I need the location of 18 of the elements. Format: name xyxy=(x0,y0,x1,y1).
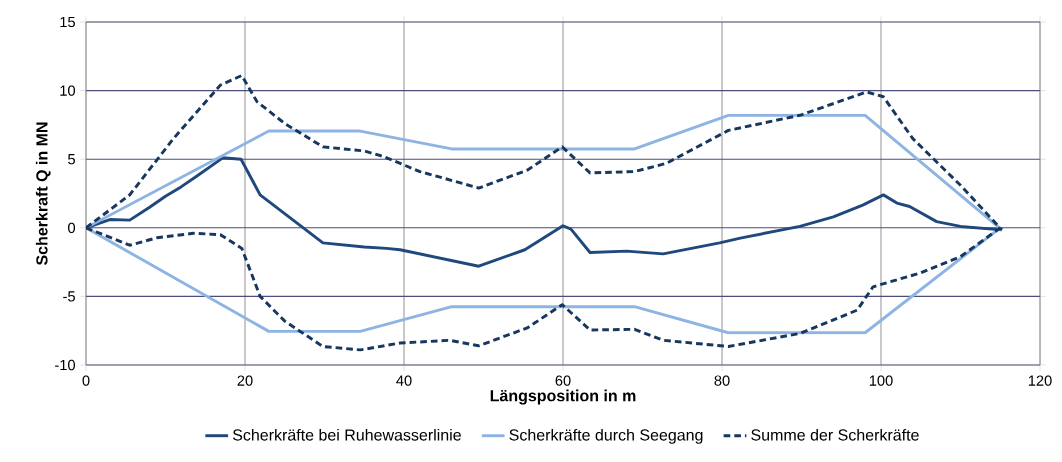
x-tick-label: 100 xyxy=(869,375,893,386)
x-axis-title: Längsposition in m xyxy=(490,389,636,405)
x-tick-label: 40 xyxy=(396,375,412,386)
y-tick-label: 5 xyxy=(68,154,75,165)
x-tick-label: 120 xyxy=(1028,375,1052,386)
y-tick-label: -5 xyxy=(63,291,75,302)
x-tick-label: 20 xyxy=(237,375,253,386)
legend-label: Scherkräfte durch Seegang xyxy=(509,428,703,444)
y-tick-label: 0 xyxy=(68,222,76,233)
x-tick-label: 80 xyxy=(714,375,730,386)
x-tick-label: 60 xyxy=(555,375,571,386)
y-tick-label: 15 xyxy=(60,16,75,28)
x-tick-label: 0 xyxy=(82,375,90,386)
legend-label: Scherkräfte bei Ruhewasserlinie xyxy=(232,428,461,441)
y-tick-label: 10 xyxy=(60,85,76,96)
legend-label: Summe der Scherkräfte xyxy=(751,428,919,441)
y-tick-label: -10 xyxy=(55,359,76,371)
y-axis-title: Scherkraft Q in MN xyxy=(35,122,51,266)
